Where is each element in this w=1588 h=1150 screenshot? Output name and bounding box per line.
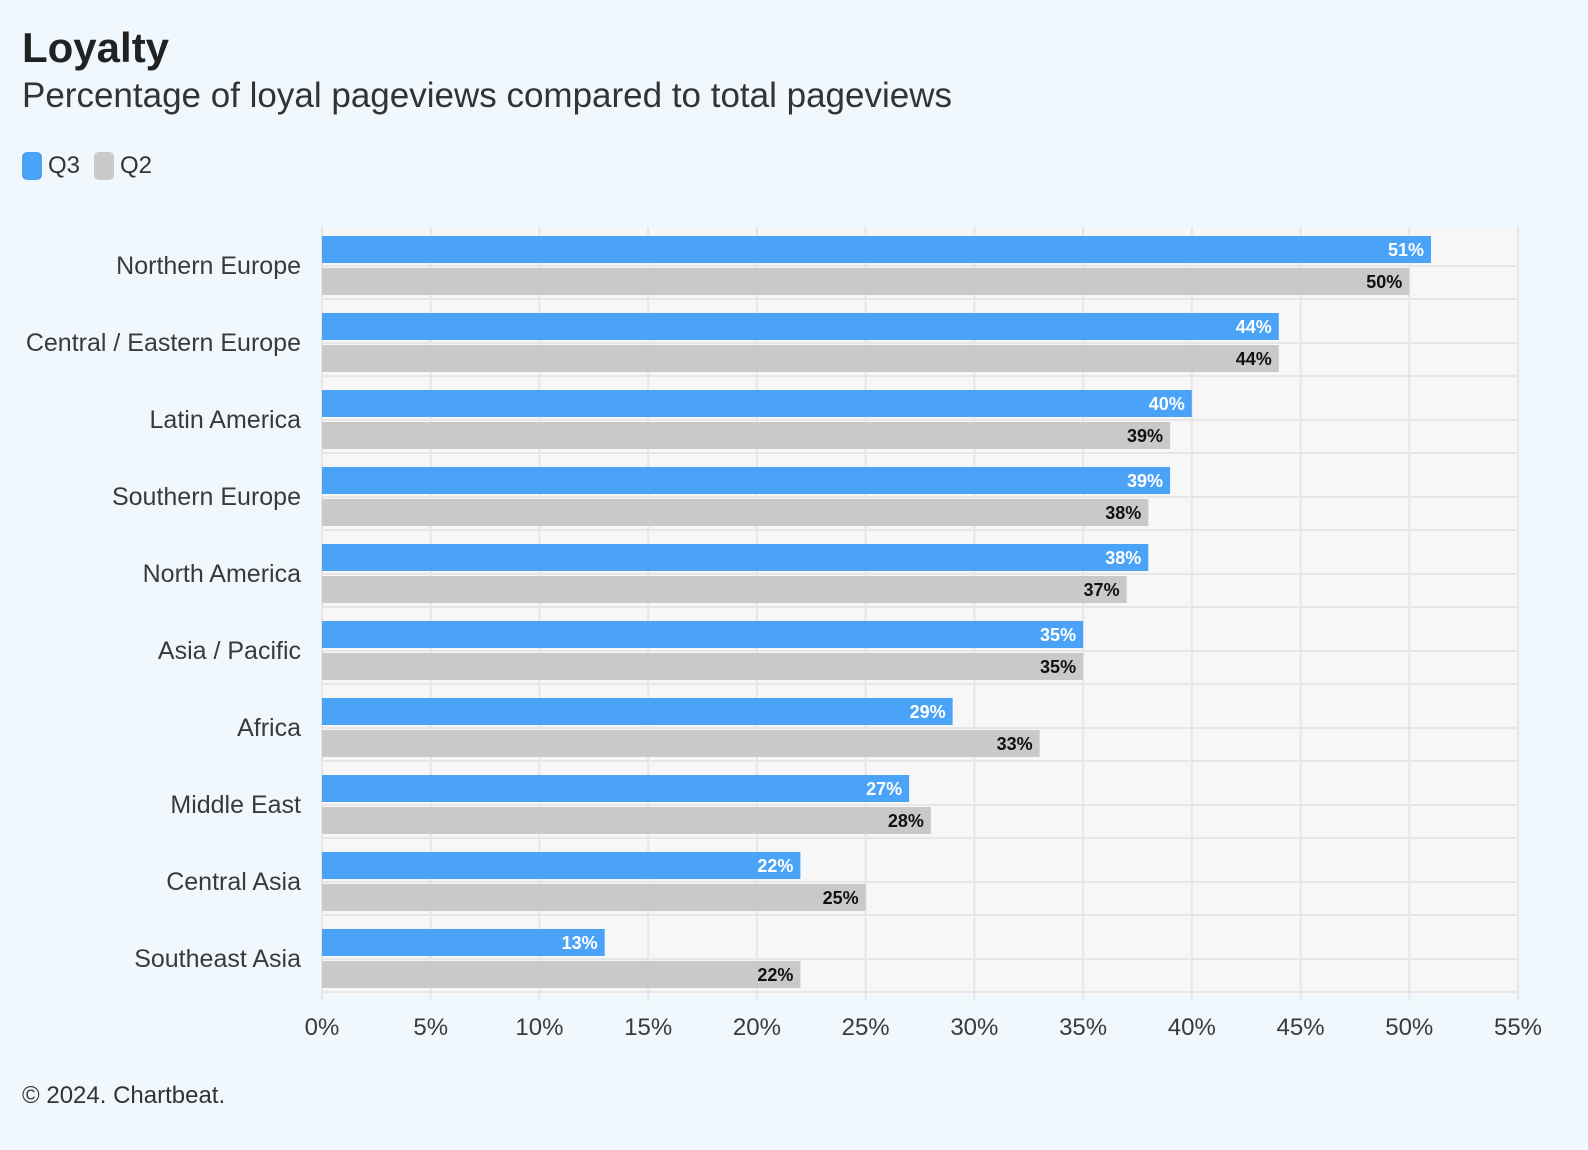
bar-q2: [322, 730, 1040, 757]
data-label: 38%: [1105, 548, 1141, 568]
data-label: 29%: [910, 702, 946, 722]
bar-q2: [322, 576, 1127, 603]
x-tick-label: 10%: [515, 1014, 563, 1041]
x-tick-label: 25%: [842, 1014, 890, 1041]
category-label: Central Asia: [166, 868, 301, 896]
data-label: 40%: [1149, 394, 1185, 414]
data-label: 39%: [1127, 426, 1163, 446]
data-label: 27%: [866, 779, 902, 799]
bar-q3: [322, 929, 605, 956]
footer-copyright: © 2024. Chartbeat.: [22, 1082, 226, 1109]
x-tick-label: 0%: [305, 1014, 340, 1041]
bar-q3: [322, 621, 1084, 648]
data-label: 22%: [757, 856, 793, 876]
bar-q2: [322, 499, 1149, 526]
x-tick-label: 40%: [1168, 1014, 1216, 1041]
bar-q3: [322, 467, 1171, 494]
legend-label-q3: Q3: [48, 152, 81, 179]
category-label: North America: [143, 560, 301, 588]
data-label: 35%: [1040, 625, 1076, 645]
x-tick-label: 20%: [733, 1014, 781, 1041]
legend-swatch-q3: [22, 152, 42, 180]
data-label: 35%: [1040, 657, 1076, 677]
bar-q3: [322, 390, 1192, 417]
data-label: 39%: [1127, 471, 1163, 491]
data-label: 44%: [1236, 317, 1272, 337]
chart-subtitle: Percentage of loyal pageviews compared t…: [22, 76, 952, 115]
legend-label-q2: Q2: [120, 152, 153, 179]
category-label: Latin America: [150, 406, 302, 434]
x-tick-label: 35%: [1059, 1014, 1107, 1041]
legend-swatch-q2: [94, 152, 115, 180]
data-label: 33%: [997, 734, 1033, 754]
x-tick-label: 55%: [1494, 1014, 1542, 1041]
bar-q2: [322, 653, 1084, 680]
bar-q3: [322, 698, 953, 725]
data-label: 13%: [562, 933, 598, 953]
category-label: Southeast Asia: [134, 945, 301, 973]
bar-q3: [322, 236, 1432, 263]
legend: Q3 Q2: [22, 152, 152, 180]
legend-item-q3[interactable]: Q3: [22, 152, 80, 180]
x-tick-label: 30%: [950, 1014, 998, 1041]
x-tick-label: 45%: [1277, 1014, 1325, 1041]
data-label: 50%: [1366, 272, 1402, 292]
data-label: 28%: [888, 811, 924, 831]
category-label: Southern Europe: [112, 483, 301, 511]
bar-q2: [322, 961, 801, 988]
x-tick-label: 15%: [624, 1014, 672, 1041]
category-label: Northern Europe: [116, 252, 301, 280]
legend-item-q2[interactable]: Q2: [94, 152, 152, 180]
data-label: 44%: [1236, 349, 1272, 369]
category-label: Central / Eastern Europe: [26, 329, 301, 357]
bar-q2: [322, 807, 931, 834]
category-label: Africa: [237, 714, 301, 742]
bar-q3: [322, 775, 910, 802]
data-label: 51%: [1388, 240, 1424, 260]
data-label: 37%: [1084, 580, 1120, 600]
x-tick-label: 50%: [1385, 1014, 1433, 1041]
bar-q2: [322, 422, 1171, 449]
category-label: Middle East: [170, 791, 301, 819]
data-label: 22%: [757, 965, 793, 985]
chart-title: Loyalty: [22, 24, 170, 71]
bar-q3: [322, 313, 1279, 340]
bar-q2: [322, 268, 1410, 295]
bar-q2: [322, 345, 1279, 372]
data-label: 38%: [1105, 503, 1141, 523]
x-tick-label: 5%: [413, 1014, 448, 1041]
bar-q3: [322, 852, 801, 879]
category-label: Asia / Pacific: [158, 637, 301, 665]
bar-q3: [322, 544, 1149, 571]
bar-q2: [322, 884, 866, 911]
data-label: 25%: [823, 888, 859, 908]
